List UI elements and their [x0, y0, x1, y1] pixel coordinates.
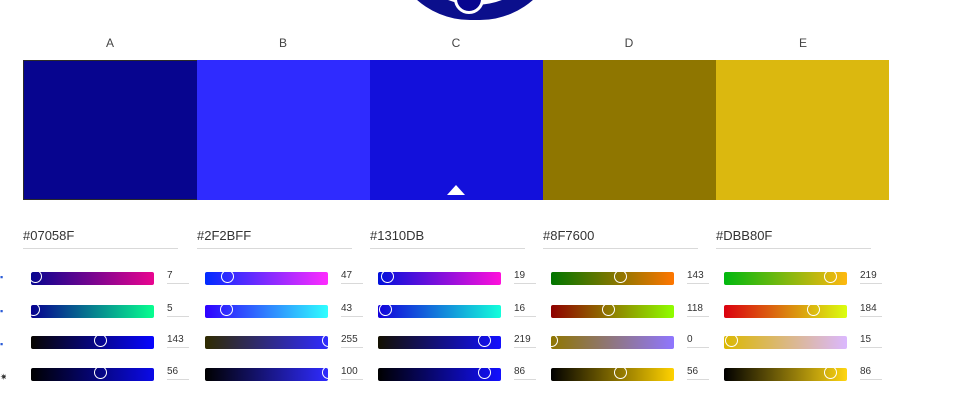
active-swatch-indicator: [447, 185, 465, 195]
channel-slider[interactable]: [724, 334, 847, 349]
channel-slider[interactable]: [205, 366, 335, 381]
color-swatch[interactable]: [370, 60, 543, 200]
channel-slider[interactable]: [551, 270, 674, 285]
channel-value[interactable]: 219: [514, 334, 536, 348]
slider-knob[interactable]: [93, 334, 107, 347]
channel-value[interactable]: 143: [687, 270, 709, 284]
channel-value[interactable]: 19: [514, 270, 536, 284]
column-label: C: [451, 36, 461, 50]
slider-knob[interactable]: [806, 303, 820, 316]
slider-knob[interactable]: [725, 334, 739, 347]
channel-value[interactable]: 5: [167, 303, 189, 317]
slider-knob[interactable]: [379, 303, 393, 316]
column-label: D: [624, 36, 634, 50]
slider-knob[interactable]: [823, 366, 837, 379]
color-swatch[interactable]: [543, 60, 716, 200]
channel-value[interactable]: 7: [167, 270, 189, 284]
r-channel-icon: ▪: [0, 272, 4, 280]
slider-knob[interactable]: [545, 334, 558, 347]
channel-slider[interactable]: [551, 303, 674, 318]
hex-input[interactable]: #8F7600: [543, 228, 698, 249]
channel-value[interactable]: 56: [687, 366, 709, 380]
color-swatch[interactable]: [716, 60, 889, 200]
slider-knob[interactable]: [28, 270, 42, 283]
g-channel-icon: ▪: [0, 306, 4, 314]
channel-slider[interactable]: [378, 334, 501, 349]
channel-slider[interactable]: [551, 366, 674, 381]
hex-input[interactable]: #07058F: [23, 228, 178, 249]
channel-slider[interactable]: [724, 366, 847, 381]
channel-slider[interactable]: [205, 270, 328, 285]
slider-knob[interactable]: [219, 303, 233, 316]
color-swatch[interactable]: [23, 60, 198, 200]
channel-value[interactable]: 15: [860, 334, 882, 348]
color-swatch[interactable]: [197, 60, 371, 200]
channel-value[interactable]: 47: [341, 270, 363, 284]
channel-slider[interactable]: [378, 270, 501, 285]
channel-slider[interactable]: [724, 270, 847, 285]
slider-knob[interactable]: [823, 270, 837, 283]
channel-value[interactable]: 43: [341, 303, 363, 317]
slider-knob[interactable]: [322, 366, 335, 379]
hex-input[interactable]: #2F2BFF: [197, 228, 352, 249]
channel-slider[interactable]: [205, 303, 328, 318]
b-channel-icon: ▪: [0, 339, 4, 347]
channel-value[interactable]: 219: [860, 270, 882, 284]
channel-value[interactable]: 16: [514, 303, 536, 317]
slider-knob[interactable]: [322, 334, 335, 347]
channel-value[interactable]: 143: [167, 334, 189, 348]
slider-knob[interactable]: [221, 270, 235, 283]
channel-value[interactable]: 86: [860, 366, 882, 380]
slider-knob[interactable]: [477, 334, 491, 347]
hex-input[interactable]: #DBB80F: [716, 228, 871, 249]
slider-knob[interactable]: [93, 366, 107, 379]
column-label: A: [105, 36, 114, 50]
channel-value[interactable]: 0: [687, 334, 709, 348]
slider-knob[interactable]: [27, 303, 41, 316]
channel-slider[interactable]: [205, 334, 335, 349]
hex-input[interactable]: #1310DB: [370, 228, 525, 249]
slider-knob[interactable]: [380, 270, 394, 283]
channel-value[interactable]: 86: [514, 366, 536, 380]
column-label: E: [798, 36, 807, 50]
slider-knob[interactable]: [613, 366, 627, 379]
slider-knob[interactable]: [613, 270, 627, 283]
channel-slider[interactable]: [28, 270, 154, 285]
channel-slider[interactable]: [378, 303, 501, 318]
slider-knob[interactable]: [601, 303, 615, 316]
channel-slider[interactable]: [378, 366, 501, 381]
channel-value[interactable]: 184: [860, 303, 882, 317]
column-label: B: [278, 36, 287, 50]
channel-slider[interactable]: [31, 366, 154, 381]
channel-value[interactable]: 56: [167, 366, 189, 380]
channel-slider[interactable]: [724, 303, 847, 318]
brightness-icon: ✷: [0, 372, 6, 380]
channel-value[interactable]: 100: [341, 366, 363, 380]
channel-value[interactable]: 118: [687, 303, 709, 317]
channel-value[interactable]: 255: [341, 334, 363, 348]
channel-slider[interactable]: [27, 303, 154, 318]
channel-slider[interactable]: [31, 334, 154, 349]
channel-slider[interactable]: [545, 334, 674, 349]
slider-knob[interactable]: [477, 366, 491, 379]
